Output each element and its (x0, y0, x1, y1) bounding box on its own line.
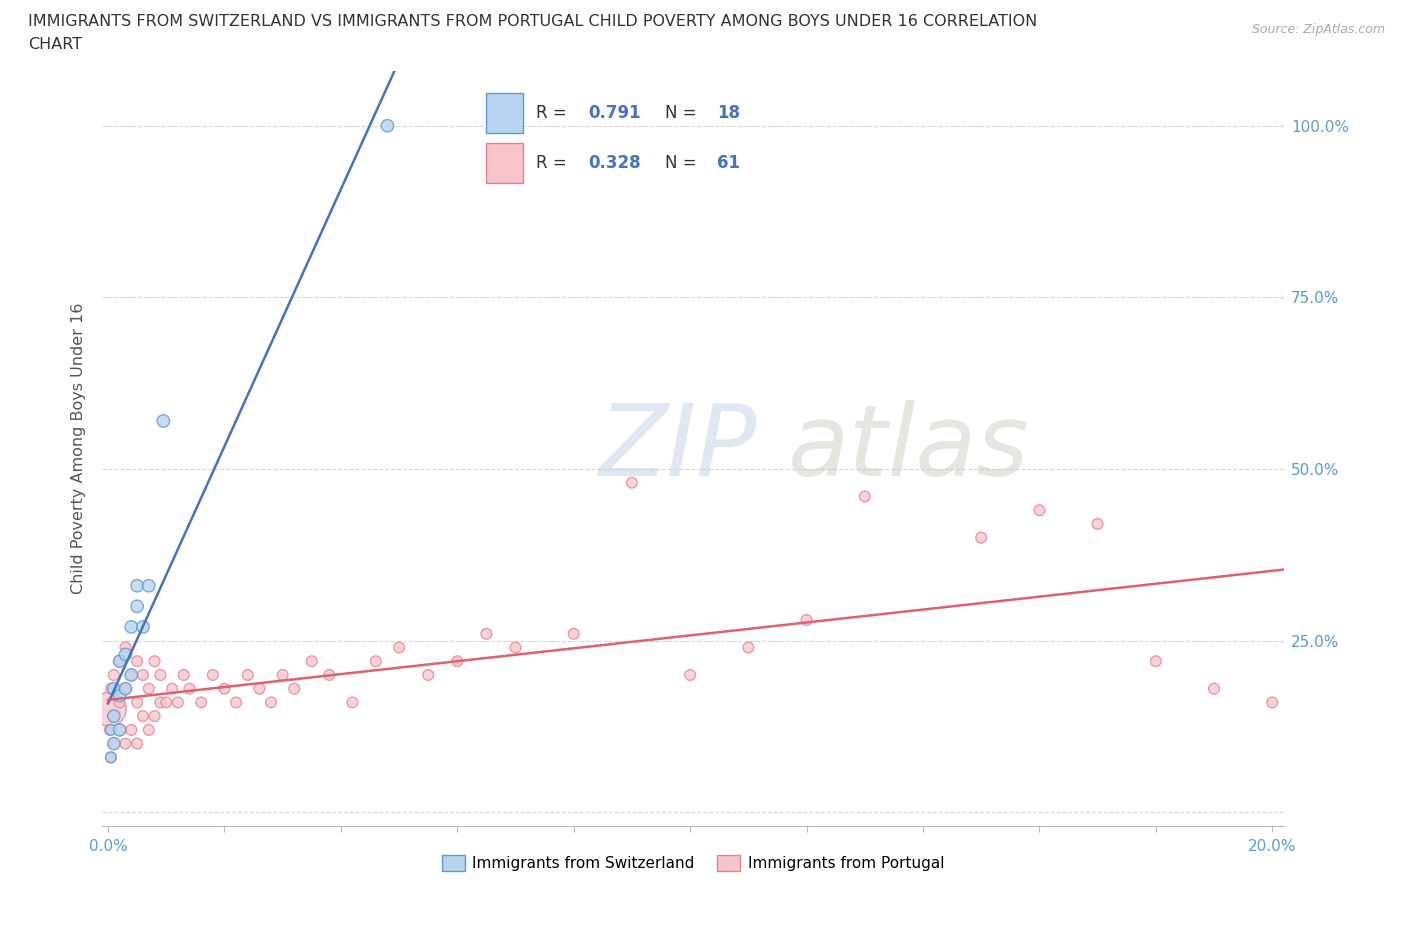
Point (853, 489, 876, 504)
Point (100, 750, 122, 764)
Point (103, 737, 125, 751)
Point (103, 668, 125, 683)
Point (103, 709, 125, 724)
Point (190, 695, 212, 710)
Point (1202, 682, 1225, 697)
Point (1087, 516, 1109, 531)
Point (114, 682, 136, 697)
Point (114, 640, 136, 655)
Point (173, 668, 195, 683)
Point (318, 668, 340, 683)
Point (132, 619, 155, 634)
Point (98, 723, 121, 737)
Point (138, 578, 160, 593)
Point (446, 654, 468, 669)
Point (179, 682, 201, 697)
Point (127, 737, 149, 751)
Text: IMMIGRANTS FROM SWITZERLAND VS IMMIGRANTS FROM PORTUGAL CHILD POVERTY AMONG BOYS: IMMIGRANTS FROM SWITZERLAND VS IMMIGRANT… (28, 14, 1038, 29)
Text: CHART: CHART (28, 37, 82, 52)
Point (236, 668, 259, 683)
Point (247, 682, 270, 697)
Point (98, 702, 121, 717)
Point (737, 640, 759, 655)
Point (120, 723, 142, 737)
Point (108, 723, 131, 737)
Point (388, 640, 411, 655)
Point (201, 668, 224, 683)
Point (127, 599, 149, 614)
Point (108, 654, 131, 669)
Point (120, 619, 142, 634)
Point (132, 709, 155, 724)
Point (475, 626, 498, 641)
Point (114, 737, 136, 751)
Point (271, 668, 294, 683)
Point (114, 682, 136, 697)
Point (108, 695, 131, 710)
Point (260, 695, 283, 710)
Point (127, 654, 149, 669)
Point (138, 682, 160, 697)
Point (149, 695, 172, 710)
Point (152, 414, 174, 429)
Point (160, 682, 183, 697)
Point (132, 668, 155, 683)
Text: Source: ZipAtlas.com: Source: ZipAtlas.com (1251, 23, 1385, 36)
Point (149, 668, 172, 683)
Point (225, 695, 247, 710)
Point (103, 737, 125, 751)
Point (120, 668, 142, 683)
Text: ZIP: ZIP (599, 400, 756, 497)
Point (796, 613, 818, 628)
Point (418, 668, 440, 683)
Point (562, 626, 585, 641)
Point (214, 682, 236, 697)
Point (679, 668, 702, 683)
Point (100, 723, 122, 737)
Point (143, 654, 166, 669)
Point (970, 530, 993, 545)
Point (1028, 503, 1050, 518)
Point (167, 695, 190, 710)
Point (155, 695, 177, 710)
Y-axis label: Child Poverty Among Boys Under 16: Child Poverty Among Boys Under 16 (72, 303, 86, 594)
Point (620, 475, 643, 490)
Point (283, 682, 305, 697)
Point (505, 640, 527, 655)
Text: atlas: atlas (787, 400, 1029, 497)
Point (364, 654, 387, 669)
Point (100, 682, 122, 697)
Point (342, 695, 364, 710)
Point (127, 578, 149, 593)
Point (108, 723, 131, 737)
Point (127, 695, 149, 710)
Point (301, 654, 323, 669)
Point (377, 118, 399, 133)
Legend: Immigrants from Switzerland, Immigrants from Portugal: Immigrants from Switzerland, Immigrants … (441, 856, 945, 871)
Point (138, 723, 160, 737)
Point (103, 709, 125, 724)
Point (114, 647, 136, 662)
Point (1144, 654, 1167, 669)
Point (120, 668, 142, 683)
Point (108, 688, 131, 703)
Point (1261, 695, 1284, 710)
Point (103, 682, 125, 697)
Point (100, 750, 122, 764)
Point (143, 709, 166, 724)
Point (108, 654, 131, 669)
